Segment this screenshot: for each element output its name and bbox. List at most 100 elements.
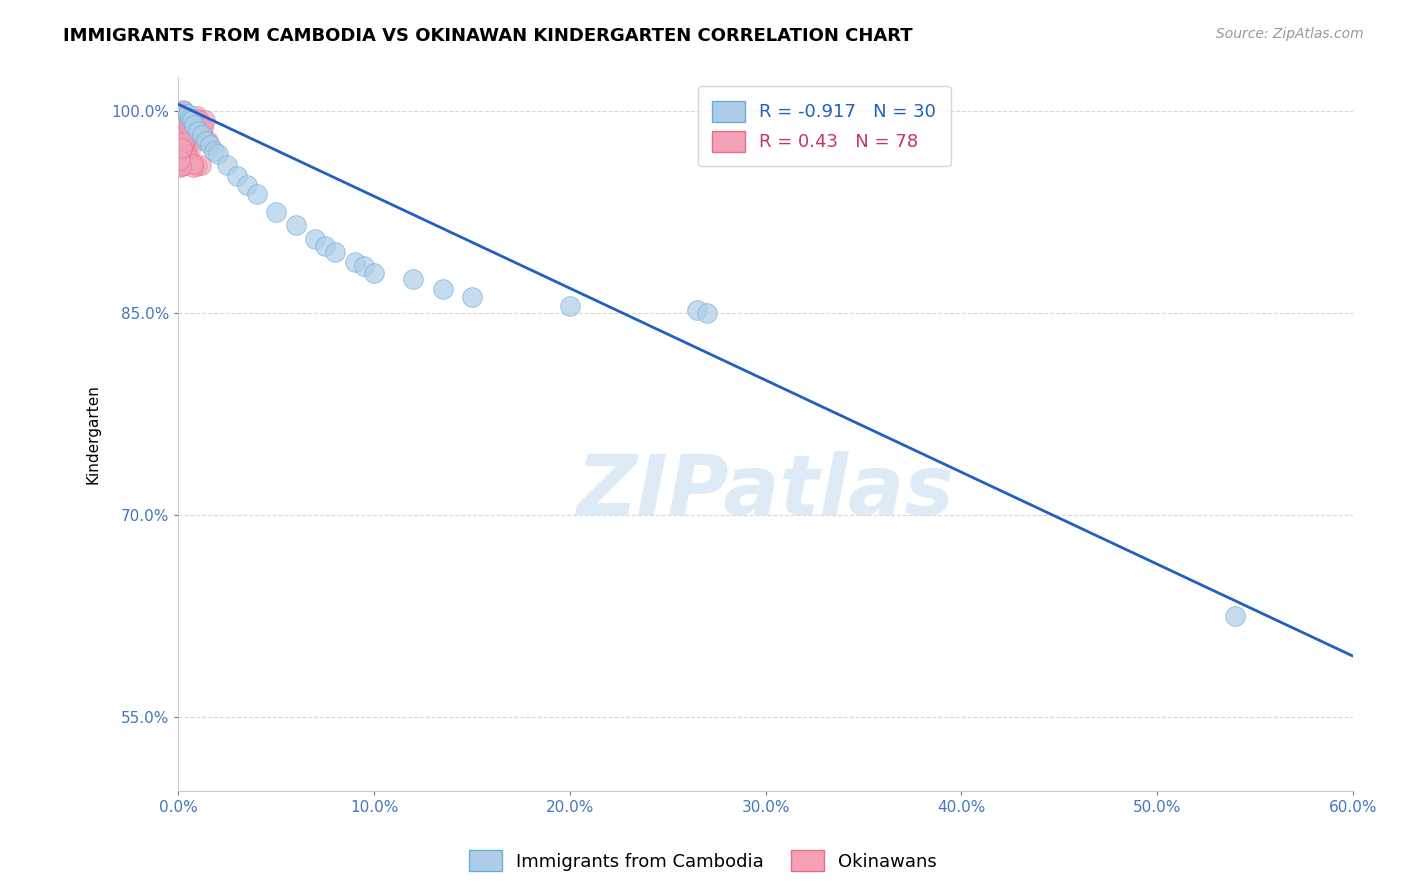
Point xyxy=(353,259,375,273)
Point xyxy=(172,121,194,136)
Legend: Immigrants from Cambodia, Okinawans: Immigrants from Cambodia, Okinawans xyxy=(463,843,943,879)
Point xyxy=(197,134,219,148)
Point xyxy=(236,178,259,192)
Text: ZIPatlas: ZIPatlas xyxy=(576,450,955,532)
Point xyxy=(181,160,204,174)
Point xyxy=(172,115,194,129)
Point xyxy=(181,113,204,128)
Point xyxy=(172,151,194,165)
Point xyxy=(176,112,198,126)
Point xyxy=(170,128,193,143)
Legend: R = -0.917   N = 30, R = 0.43   N = 78: R = -0.917 N = 30, R = 0.43 N = 78 xyxy=(697,87,950,166)
Point xyxy=(169,141,191,155)
Point xyxy=(177,118,200,132)
Point xyxy=(183,118,205,132)
Point xyxy=(1225,608,1247,623)
Point xyxy=(169,105,191,120)
Point xyxy=(173,139,195,153)
Point xyxy=(686,303,709,318)
Y-axis label: Kindergarten: Kindergarten xyxy=(86,384,100,484)
Point xyxy=(169,135,191,149)
Point xyxy=(190,158,212,172)
Point xyxy=(172,113,194,128)
Point xyxy=(191,128,214,143)
Point xyxy=(170,133,193,147)
Point xyxy=(172,133,194,147)
Point xyxy=(172,107,194,121)
Point xyxy=(173,136,195,150)
Point xyxy=(172,129,194,144)
Point xyxy=(170,159,193,173)
Point xyxy=(169,118,191,132)
Point xyxy=(169,145,191,159)
Point xyxy=(177,120,200,134)
Point xyxy=(432,282,454,296)
Point xyxy=(186,159,208,173)
Point xyxy=(314,238,336,252)
Point xyxy=(169,128,191,142)
Point xyxy=(169,156,191,170)
Point xyxy=(179,118,201,132)
Point xyxy=(181,125,204,139)
Point xyxy=(558,299,581,313)
Point xyxy=(176,147,198,161)
Point xyxy=(169,153,191,167)
Point xyxy=(187,124,209,138)
Point xyxy=(304,232,326,246)
Point xyxy=(176,112,198,127)
Point xyxy=(186,109,208,123)
Point xyxy=(177,113,200,128)
Point xyxy=(188,113,211,128)
Point xyxy=(696,306,718,320)
Point xyxy=(363,266,385,280)
Point xyxy=(173,109,195,123)
Point xyxy=(284,219,307,233)
Point xyxy=(402,272,425,286)
Point xyxy=(173,114,195,128)
Point xyxy=(177,114,200,128)
Point xyxy=(170,141,193,155)
Point xyxy=(461,290,484,304)
Point xyxy=(174,159,197,173)
Point xyxy=(174,153,197,167)
Point xyxy=(170,158,193,172)
Point xyxy=(169,129,191,144)
Point xyxy=(173,113,195,128)
Point xyxy=(191,121,214,136)
Point xyxy=(179,112,201,126)
Point xyxy=(170,147,193,161)
Point xyxy=(177,136,200,150)
Point xyxy=(169,160,191,174)
Point xyxy=(181,157,204,171)
Point xyxy=(179,111,201,125)
Point xyxy=(180,120,202,135)
Point xyxy=(170,127,193,141)
Point xyxy=(207,147,229,161)
Point xyxy=(173,104,195,119)
Point xyxy=(173,157,195,171)
Point xyxy=(173,136,195,150)
Point xyxy=(176,108,198,122)
Point xyxy=(266,205,288,219)
Point xyxy=(170,153,193,167)
Point xyxy=(176,151,198,165)
Point xyxy=(172,103,194,117)
Point xyxy=(177,107,200,121)
Point xyxy=(202,145,225,159)
Point xyxy=(217,158,239,172)
Point xyxy=(169,152,191,166)
Point xyxy=(177,151,200,165)
Text: IMMIGRANTS FROM CAMBODIA VS OKINAWAN KINDERGARTEN CORRELATION CHART: IMMIGRANTS FROM CAMBODIA VS OKINAWAN KIN… xyxy=(63,27,912,45)
Point xyxy=(172,139,194,153)
Point xyxy=(198,137,221,152)
Point xyxy=(169,135,191,149)
Point xyxy=(174,152,197,166)
Text: Source: ZipAtlas.com: Source: ZipAtlas.com xyxy=(1216,27,1364,41)
Point xyxy=(191,121,214,136)
Point xyxy=(169,129,191,144)
Point xyxy=(194,112,217,127)
Point xyxy=(169,149,191,163)
Point xyxy=(172,145,194,159)
Point xyxy=(172,151,194,165)
Point xyxy=(173,111,195,125)
